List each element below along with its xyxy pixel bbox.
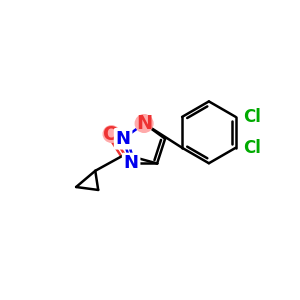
Text: Cl: Cl bbox=[243, 108, 261, 126]
Text: N: N bbox=[124, 154, 139, 172]
Text: N: N bbox=[136, 114, 152, 133]
Circle shape bbox=[135, 115, 153, 132]
Text: O: O bbox=[103, 124, 120, 143]
Text: N: N bbox=[116, 130, 130, 148]
Circle shape bbox=[103, 126, 120, 142]
Text: Cl: Cl bbox=[243, 139, 261, 157]
